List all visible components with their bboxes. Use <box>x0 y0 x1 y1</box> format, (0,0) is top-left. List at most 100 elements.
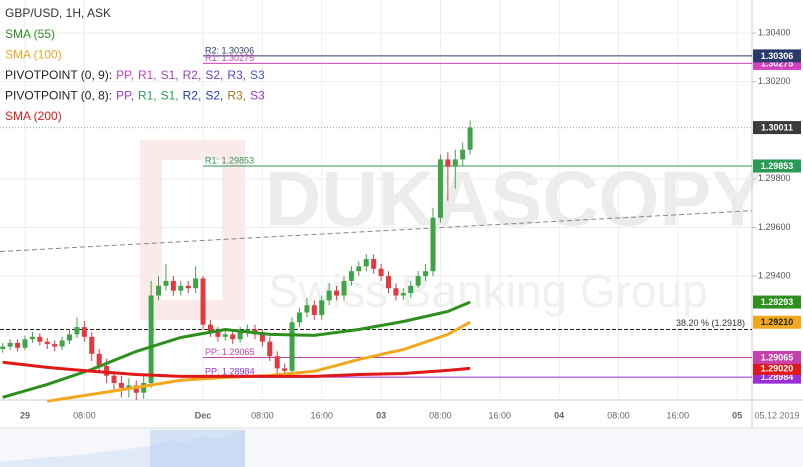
candle-body <box>460 149 466 160</box>
level-tag-bg <box>753 350 801 364</box>
legend-item: S2, <box>205 68 223 82</box>
x-tick-label: 16:00 <box>310 410 333 420</box>
level-tag: 1.29853 <box>761 161 794 171</box>
candle-body <box>207 324 213 332</box>
candle-body <box>282 368 288 371</box>
watermark-title: DUKASCOPY <box>265 155 763 243</box>
candle-body <box>126 385 132 388</box>
y-tick-label: 1.29400 <box>758 270 791 280</box>
x-tick-label: 08:00 <box>607 410 630 420</box>
legend-item: R2, <box>183 68 202 82</box>
x-tick-label: 29 <box>20 410 30 420</box>
sma-tag-bg <box>753 315 801 329</box>
candle-body <box>15 342 21 348</box>
candle-body <box>81 327 87 337</box>
legend-item: R2, <box>183 89 202 103</box>
pivot-level-label: R1: 1.29853 <box>205 155 254 165</box>
candle-body <box>104 365 110 376</box>
candle-body <box>141 382 147 393</box>
level-tag: 1.30306 <box>761 51 794 61</box>
candle-body <box>52 344 58 347</box>
candle-body <box>267 341 273 357</box>
candle-body <box>200 278 206 325</box>
legend-entry: PIVOTPOINT (0, 9): PP, R1, S1, R2, S2, R3, S3 <box>5 68 265 82</box>
candle-body <box>430 217 436 272</box>
candle-body <box>437 159 443 218</box>
candle-body <box>230 334 236 340</box>
x-tick-label: 16:00 <box>667 410 690 420</box>
candle-body <box>363 259 369 267</box>
legend-entry: SMA (100) <box>5 47 62 61</box>
legend-item: R3, <box>227 68 246 82</box>
candle-body <box>452 159 458 167</box>
legend-item: S3 <box>250 89 265 103</box>
candle-body <box>259 334 265 342</box>
candle-body <box>326 290 332 301</box>
candle-body <box>118 382 124 388</box>
navigator <box>0 427 803 467</box>
last-price-tag: 1.30011 <box>761 122 793 132</box>
level-tag-bg <box>753 159 801 173</box>
candle-body <box>274 356 280 369</box>
sma-line <box>2 360 471 378</box>
candle-body <box>59 340 65 347</box>
candle-body <box>334 290 340 296</box>
candle-body <box>356 266 362 272</box>
candle-body <box>44 341 50 345</box>
watermark-logo-inner <box>162 160 222 300</box>
candle-body <box>37 336 43 342</box>
y-tick-label: 1.29800 <box>758 173 791 183</box>
candle-body <box>89 336 95 354</box>
candle-body <box>311 305 317 315</box>
candle-body <box>467 127 473 150</box>
level-tag-bg <box>753 49 801 63</box>
candle-body <box>304 305 310 313</box>
candle-body <box>378 268 384 277</box>
legend-item: S2, <box>205 89 223 103</box>
level-tag: 1.30275 <box>761 58 794 68</box>
legend-item: R3, <box>227 89 246 103</box>
candle-body <box>289 322 295 371</box>
candle-body <box>133 385 139 393</box>
legend-name: PIVOTPOINT (0, 8): <box>5 89 112 103</box>
pivot-level-label: R1: 1.30275 <box>205 53 254 63</box>
legend-item: S1, <box>161 68 179 82</box>
candle-body <box>148 295 154 383</box>
candle-body <box>319 300 325 315</box>
x-tick-label: Dec <box>195 410 212 420</box>
candle-body <box>341 280 347 296</box>
x-tick-label: 03 <box>376 410 386 420</box>
candle-body <box>163 280 169 286</box>
pivot-level-label: PP: 1.29065 <box>205 347 255 357</box>
legend-item: PP, <box>116 89 134 103</box>
x-tick-label: 08:00 <box>251 410 274 420</box>
level-tag: 1.28984 <box>761 372 794 382</box>
y-tick-label: 1.30400 <box>758 27 791 37</box>
navigator-window <box>150 430 245 467</box>
legend-item: R1, <box>138 68 157 82</box>
candle-body <box>156 285 162 296</box>
candle-body <box>0 346 6 349</box>
fib-label: 38.20 % (1.2918) <box>676 318 745 328</box>
candle-body <box>170 280 176 291</box>
last-price-tag-bg <box>753 121 801 135</box>
candle-body <box>385 276 391 289</box>
legend-entry: PIVOTPOINT (0, 8): PP, R1, S1, R2, S2, R3, S3 <box>5 89 265 103</box>
candle-body <box>371 259 377 269</box>
candle-body <box>445 159 451 167</box>
pivot-level-label: PP: 1.28984 <box>205 367 255 377</box>
candle-body <box>29 336 35 340</box>
candle-body <box>193 278 199 289</box>
candle-body <box>423 271 429 277</box>
x-tick-label: 16:00 <box>489 410 512 420</box>
date-label: 05.12.2019 <box>754 410 799 420</box>
candle-body <box>185 285 191 289</box>
sma-tag: 1.29020 <box>761 363 794 373</box>
legend-name: PIVOTPOINT (0, 9): <box>5 68 112 82</box>
x-tick-label: 08:00 <box>73 410 96 420</box>
candle-body <box>237 331 243 340</box>
legend-entry: GBP/USD, 1H, ASK <box>5 6 111 20</box>
trendline <box>0 210 753 253</box>
sma-tag-bg <box>753 361 801 375</box>
